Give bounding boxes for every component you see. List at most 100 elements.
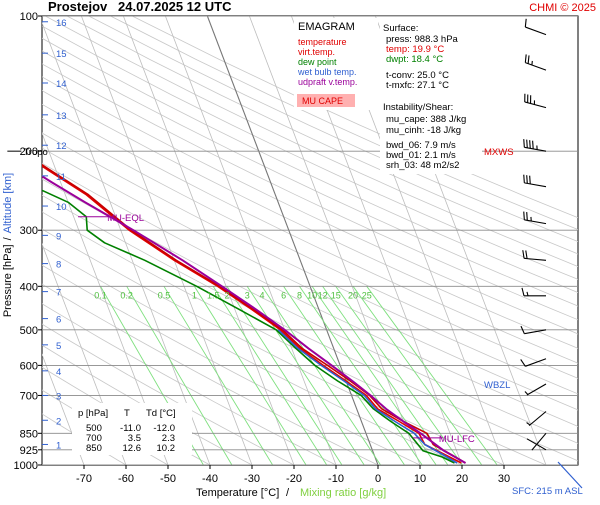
level-table-header-td: Td [°C] [146, 408, 176, 419]
legend-item-wet-bulb: wet bulb temp. [297, 67, 357, 77]
x-axis-tick-label: -50 [160, 473, 176, 485]
mixing-ratio-label: 1 [192, 290, 197, 300]
legend-item-updraft: udpraft v.temp. [298, 77, 357, 87]
x-axis-tick-label: -70 [76, 473, 92, 485]
mixing-ratio-label: 25 [362, 290, 372, 300]
sfc-label: SFC: 215 m ASL [512, 486, 583, 497]
pressure-tick-label: 500 [20, 325, 38, 337]
y-axis-label-text: Pressure [hPa] / Altitude [km] [2, 173, 14, 317]
altitude-tick-label: 5 [56, 341, 61, 352]
pressure-tick-label: 300 [20, 225, 38, 237]
mixing-ratio-label: 6 [281, 290, 286, 300]
mu-cape-value: mu_cape: 388 J/kg [386, 114, 466, 125]
wind-barb-flag [527, 140, 528, 148]
srh-03-value: srh_03: 48 m2/s2 [386, 160, 459, 171]
x-axis-tick-label: 0 [375, 473, 381, 485]
level-table-row-850-t: 12.6 [123, 443, 142, 454]
mixing-ratio-label: 2 [225, 290, 230, 300]
x-axis-tick-label: 10 [414, 473, 426, 485]
x-axis-tick-label: -10 [328, 473, 344, 485]
altitude-tick-label: 4 [56, 367, 61, 378]
altitude-tick-label: 15 [56, 49, 67, 60]
altitude-tick-label: 2 [56, 416, 61, 427]
mixing-ratio-label: 8 [297, 290, 302, 300]
mixing-ratio-label: 10 [307, 290, 317, 300]
altitude-tick-label: 7 [56, 288, 61, 299]
mixing-ratio-label: 15 [331, 290, 341, 300]
x-axis-label-temperature: Temperature [°C] [196, 487, 279, 499]
altitude-tick-label: 1 [56, 440, 61, 451]
x-axis-tick-label: -20 [286, 473, 302, 485]
altitude-tick-label: 11 [56, 172, 66, 183]
surface-title: Surface: [383, 23, 418, 34]
y-axis-label-altitude: Altitude [km] [2, 173, 14, 234]
altitude-tick-label: 10 [56, 202, 67, 213]
x-axis-label-separator: / [286, 487, 290, 499]
level-table-header-p: p [hPa] [78, 408, 108, 419]
y-axis-label: Pressure [hPa] / Altitude [km] [2, 173, 14, 317]
x-axis-tick-label: -60 [118, 473, 134, 485]
level-table-row-850-p: 850 [86, 443, 102, 454]
x-axis-tick-label: 20 [456, 473, 468, 485]
mu-cinh-value: mu_cinh: -18 J/kg [386, 125, 461, 136]
level-table: p [hPa] T Td [°C] 500 -11.0 -12.0 700 3.… [72, 403, 192, 455]
altitude-tick-label: 6 [56, 315, 61, 326]
mixing-ratio-label: 20 [348, 290, 358, 300]
station-name: Prostejov [48, 0, 108, 14]
altitude-tick-label: 13 [56, 111, 67, 122]
pressure-tick-label: 400 [20, 281, 38, 293]
pressure-tick-label: 925 [20, 445, 38, 457]
x-axis-tick-label: -30 [244, 473, 260, 485]
annotation-mu-lfc: MU-LFC [439, 434, 475, 445]
surface-wind-arrow [558, 462, 582, 488]
legend-item-dew-point: dew point [298, 57, 337, 67]
wind-barb-flag [533, 141, 534, 149]
pressure-tick-label: 1000 [14, 460, 38, 472]
altitude-tick-label: 8 [56, 260, 61, 271]
credit-label: CHMI © 2025 [529, 2, 596, 14]
instability-title: Instability/Shear: [383, 102, 453, 113]
mixing-ratio-label: 12 [318, 290, 328, 300]
wind-barb-flag [524, 212, 525, 220]
wind-barb-flag [527, 212, 528, 220]
wind-barb-flag [530, 176, 531, 184]
x-axis-tick-label: -40 [202, 473, 218, 485]
pressure-tick-label: 700 [20, 390, 38, 402]
mixing-ratio-label: 0.1 [94, 290, 107, 300]
annotation-mu-eql: MU-EQL [107, 213, 144, 224]
mu-cape-label: MU CAPE [302, 96, 343, 106]
level-table-row-850-td: 10.2 [157, 443, 176, 454]
stats-panel: Surface: press: 988.3 hPa temp: 19.9 °C … [380, 18, 482, 174]
mixing-ratio-label: 3 [245, 290, 250, 300]
y-axis-label-pressure: Pressure [hPa] [2, 244, 14, 317]
altitude-tick-label: 16 [56, 18, 67, 29]
annotation-tropo: Tropo [23, 147, 47, 158]
x-axis-label: Temperature [°C] / Mixing ratio [g/kg] [196, 487, 386, 499]
altitude-tick-label: 9 [56, 231, 61, 242]
x-axis-tick-label: 30 [498, 473, 510, 485]
wind-barb-flag [530, 140, 531, 148]
mixing-ratio-label: 0.5 [158, 290, 171, 300]
surface-dwpt: dwpt: 18.4 °C [386, 54, 443, 65]
y-axis-label-separator: / [2, 236, 14, 240]
wind-barb-flag [524, 175, 525, 183]
level-table-header-t: T [124, 408, 130, 419]
altitude-tick-label: 14 [56, 79, 67, 90]
legend-item-virt-temp: virt.temp. [298, 47, 335, 57]
altitude-tick-label: 3 [56, 391, 61, 402]
t-mxfc: t-mxfc: 27.1 °C [386, 80, 449, 91]
sounding-datetime: 24.07.2025 12 UTC [118, 0, 232, 14]
pressure-tick-label: 100 [20, 11, 38, 23]
pressure-tick-label: 600 [20, 360, 38, 372]
wind-barb-flag [524, 139, 525, 147]
legend-item-temperature: temperature [298, 37, 347, 47]
wind-barb-flag [527, 175, 528, 183]
mixing-ratio-label: 0.2 [120, 290, 133, 300]
annotation-mxws: MXWS [484, 147, 514, 158]
mixing-ratio-label: 4 [260, 290, 265, 300]
annotation-wbzl: WBZL [484, 380, 510, 391]
mixing-ratio-label: 1.5 [207, 290, 220, 300]
altitude-tick-label: 12 [56, 141, 67, 152]
x-axis-label-mixing: Mixing ratio [g/kg] [300, 487, 386, 499]
